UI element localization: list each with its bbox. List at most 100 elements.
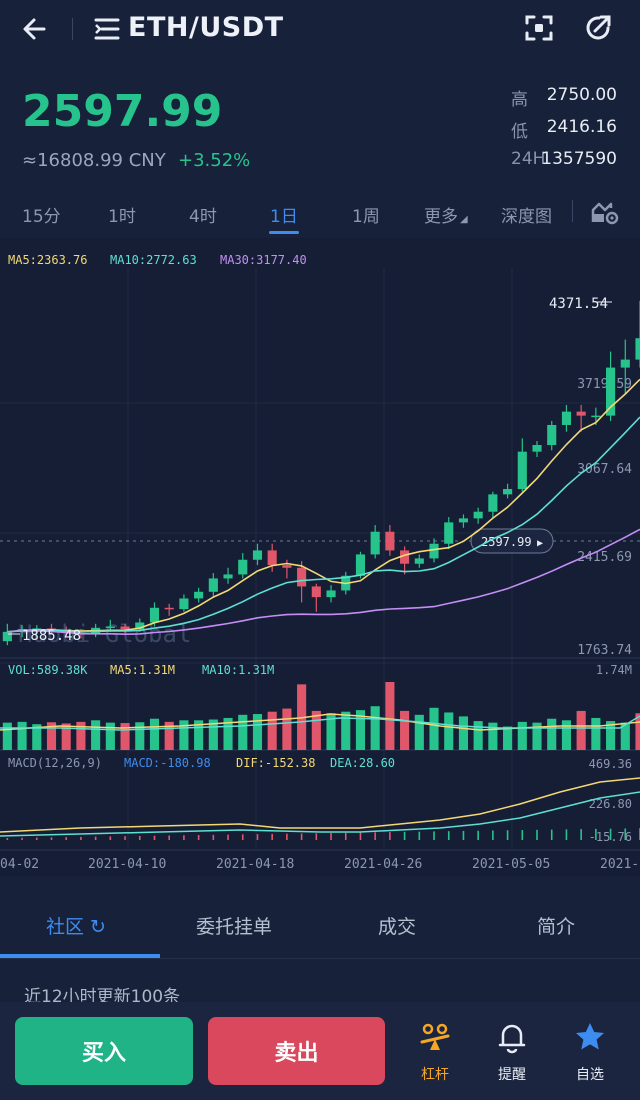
candle-2021-04-13 [223, 567, 233, 584]
volume-bar [282, 708, 292, 750]
nav-alerts[interactable]: 提醒 [482, 1020, 542, 1090]
candle-body [429, 543, 439, 559]
macd-bar [212, 834, 215, 840]
macd-bar [550, 829, 553, 840]
macd-bar [580, 829, 582, 840]
tab-more[interactable]: 更多 ◢ [424, 202, 468, 227]
stat-24h-label: 24H [511, 149, 546, 169]
macd-bar [138, 835, 141, 840]
volume-bars [2, 682, 640, 750]
tab-open-orders[interactable]: 委托挂单 [196, 916, 273, 938]
volume-bar [105, 722, 115, 750]
candle-2021-04-19 [311, 583, 321, 612]
candle-body [458, 518, 469, 523]
price-tick-2: 3719.59 [577, 377, 632, 392]
candle-body [370, 531, 380, 555]
nav-favorites-label: 自选 [576, 1067, 604, 1083]
volume-bar [561, 720, 571, 750]
candle-body [635, 338, 640, 360]
tab-15min[interactable]: 15分 [22, 207, 61, 227]
candle-2021-03-29 [2, 623, 12, 646]
macd-bar [492, 830, 494, 840]
macd-bar [271, 833, 273, 840]
ma10-legend: MA10:2772.63 [110, 253, 197, 267]
nav-favorites[interactable]: 自选 [560, 1020, 620, 1090]
leverage-icon [420, 1023, 450, 1050]
tab-depth-chart[interactable]: 深度图 [501, 207, 552, 227]
tab-1day[interactable]: 1日 [270, 207, 298, 227]
candle-body [135, 622, 145, 630]
tab-4hour[interactable]: 4时 [189, 207, 217, 227]
candle-body [414, 558, 424, 564]
macd-tick-2: 226.80 [589, 797, 632, 811]
candle-body [400, 550, 410, 564]
candle-2021-05-01 [488, 491, 498, 519]
tab-1hour[interactable]: 1时 [108, 207, 136, 227]
stat-low: 低 2416.16 [511, 117, 617, 142]
macd-bar [359, 832, 362, 840]
scan-icon[interactable] [524, 13, 554, 43]
last-price: 2597.99 [22, 86, 223, 137]
tab-intro[interactable]: 简介 [537, 916, 576, 938]
candle-body [532, 444, 542, 452]
macd-bar [256, 834, 259, 840]
ma10-line [7, 416, 640, 633]
kline-chart-area[interactable]: MA5:2363.76 MA10:2772.63 MA30:3177.40 Hu… [0, 238, 640, 876]
volume-bar [32, 724, 42, 750]
share-icon[interactable] [583, 13, 613, 43]
candle-2021-04-23 [370, 525, 380, 559]
candle-2021-04-18 [297, 561, 307, 603]
tab-1week[interactable]: 1周 [352, 207, 380, 227]
candle-body [606, 367, 616, 416]
volume-bar [576, 710, 586, 750]
macd-bar [447, 831, 450, 840]
candle-2021-04-26 [414, 554, 424, 568]
volume-bar [532, 722, 542, 750]
back-arrow-icon[interactable] [20, 12, 54, 46]
macd-dea: DEA:28.60 [330, 756, 395, 770]
volume-bar [238, 714, 248, 750]
list-menu-icon[interactable] [93, 15, 121, 43]
macd-value: MACD:-180.98 [124, 756, 211, 770]
macd-bar [183, 835, 185, 840]
volume-bar [591, 717, 601, 750]
refresh-icon[interactable]: ↻ [90, 916, 106, 938]
macd-bar [153, 835, 156, 840]
volume-bar [414, 714, 424, 750]
x-tick-4: 2021-04-26 [344, 857, 422, 872]
candle-body [444, 522, 454, 544]
tab-trades[interactable]: 成交 [378, 916, 417, 938]
ma-lines [7, 378, 640, 636]
caret-down-icon: ◢ [460, 214, 468, 225]
volume-bar [208, 719, 218, 750]
sell-button[interactable]: 卖出 [208, 1017, 385, 1085]
chart-settings-icon[interactable] [590, 198, 620, 226]
volume-bar [606, 721, 616, 750]
volume-bar [267, 711, 277, 750]
candle-body [311, 586, 321, 598]
vol-ma5-legend: MA5:1.31M [110, 663, 175, 677]
candle-2021-04-20 [326, 585, 336, 603]
macd-bar [374, 832, 376, 840]
macd-bar [403, 831, 406, 840]
tab-community[interactable]: 社区 ↻ [46, 912, 106, 939]
nav-margin[interactable]: 杠杆 [405, 1020, 465, 1090]
vol-max-tick: 1.74M [596, 663, 632, 677]
candle-body [473, 511, 483, 519]
candle-body [385, 531, 395, 551]
macd-bar [418, 831, 421, 840]
pair-title[interactable]: ETH/USDT [128, 12, 284, 43]
candle-2021-05-07 [576, 404, 586, 432]
candle-body [561, 411, 571, 425]
volume-bar [61, 723, 71, 750]
macd-bar [624, 828, 627, 840]
current-price-tag[interactable]: 2597.99 ▶ [470, 528, 554, 554]
bottom-tabs-divider [0, 958, 640, 959]
volume-bar [91, 720, 101, 750]
kline-chart-svg[interactable]: MA5:2363.76 MA10:2772.63 MA30:3177.40 Hu… [0, 238, 640, 876]
macd-legend: MACD(12,26,9) [8, 756, 102, 770]
volume-bar [355, 710, 366, 750]
buy-button[interactable]: 买入 [15, 1017, 193, 1085]
candle-body [179, 598, 189, 610]
stat-low-label: 低 [511, 122, 528, 142]
